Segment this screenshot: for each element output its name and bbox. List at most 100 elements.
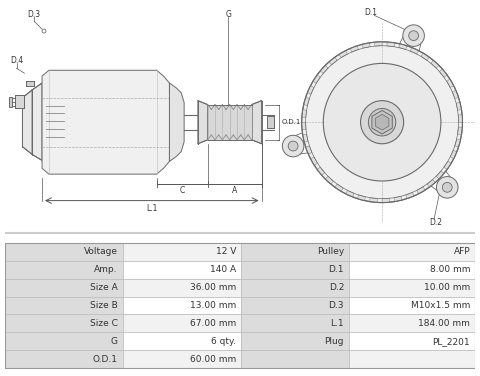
Polygon shape — [252, 101, 262, 144]
Bar — [241, 332, 349, 350]
Polygon shape — [339, 51, 348, 58]
Polygon shape — [306, 146, 312, 154]
Text: D.1: D.1 — [364, 8, 377, 17]
Polygon shape — [42, 70, 176, 174]
Bar — [349, 279, 475, 297]
Polygon shape — [307, 86, 314, 94]
Bar — [5, 279, 123, 297]
Bar — [9, 97, 12, 106]
Bar — [26, 81, 34, 86]
Text: M10x1.5 mm: M10x1.5 mm — [411, 301, 470, 310]
Bar — [349, 243, 475, 261]
Polygon shape — [436, 171, 444, 179]
Text: C: C — [180, 186, 185, 195]
Circle shape — [368, 109, 396, 136]
Bar — [267, 116, 274, 128]
Bar — [123, 332, 241, 350]
Text: D.1: D.1 — [329, 265, 344, 274]
Polygon shape — [311, 157, 318, 165]
Polygon shape — [302, 122, 306, 130]
Bar — [349, 314, 475, 332]
Bar — [5, 350, 123, 368]
Polygon shape — [320, 65, 328, 73]
Polygon shape — [313, 75, 320, 83]
Bar — [123, 314, 241, 332]
Polygon shape — [370, 198, 377, 202]
Text: Size C: Size C — [90, 319, 118, 328]
Bar — [349, 297, 475, 314]
Polygon shape — [458, 115, 462, 122]
Polygon shape — [374, 42, 382, 46]
Text: D.3: D.3 — [329, 301, 344, 310]
Polygon shape — [198, 101, 208, 144]
Circle shape — [282, 135, 304, 157]
Polygon shape — [357, 195, 365, 201]
Circle shape — [324, 64, 441, 181]
Text: O.D.1: O.D.1 — [281, 119, 300, 125]
Text: Size A: Size A — [90, 283, 118, 292]
Text: G: G — [225, 10, 231, 19]
Circle shape — [360, 101, 404, 144]
Bar — [241, 314, 349, 332]
Polygon shape — [382, 198, 390, 203]
Bar — [5, 332, 123, 350]
Bar — [123, 350, 241, 368]
Bar — [241, 243, 349, 261]
Polygon shape — [362, 43, 370, 48]
Text: 60.00 mm: 60.00 mm — [190, 355, 236, 364]
Bar — [123, 279, 241, 297]
Text: Pulley: Pulley — [317, 247, 344, 256]
Text: D.2: D.2 — [329, 283, 344, 292]
Text: Amp.: Amp. — [95, 265, 118, 274]
Polygon shape — [304, 97, 310, 106]
Text: O.D.1: O.D.1 — [93, 355, 118, 364]
Polygon shape — [450, 150, 457, 159]
Text: 12 V: 12 V — [216, 247, 236, 256]
Polygon shape — [317, 167, 325, 175]
Bar — [5, 243, 123, 261]
Bar — [349, 350, 475, 368]
Polygon shape — [410, 47, 419, 54]
Polygon shape — [447, 79, 454, 88]
Polygon shape — [32, 83, 42, 161]
Polygon shape — [439, 69, 447, 77]
Text: 6 qty.: 6 qty. — [211, 337, 236, 346]
Polygon shape — [350, 46, 359, 52]
Text: 13.00 mm: 13.00 mm — [190, 301, 236, 310]
Bar — [349, 332, 475, 350]
Polygon shape — [431, 60, 439, 68]
Polygon shape — [23, 90, 32, 155]
Bar — [123, 261, 241, 279]
Polygon shape — [455, 139, 460, 147]
Circle shape — [443, 182, 452, 192]
Text: AFP: AFP — [454, 247, 470, 256]
Polygon shape — [457, 127, 462, 135]
Polygon shape — [303, 134, 308, 142]
Circle shape — [436, 177, 458, 198]
Text: D.3: D.3 — [28, 10, 41, 19]
Polygon shape — [417, 187, 425, 194]
Bar — [5, 297, 123, 314]
Polygon shape — [346, 190, 354, 197]
Bar — [208, 105, 252, 140]
Text: D.4: D.4 — [10, 56, 23, 65]
Text: PL_2201: PL_2201 — [432, 337, 470, 346]
Text: 67.00 mm: 67.00 mm — [190, 319, 236, 328]
Text: A: A — [231, 186, 237, 195]
Polygon shape — [387, 42, 395, 47]
Polygon shape — [456, 102, 461, 110]
Text: Voltage: Voltage — [84, 247, 118, 256]
Text: Size B: Size B — [90, 301, 118, 310]
Text: L.1: L.1 — [146, 204, 157, 213]
Bar — [349, 261, 475, 279]
Circle shape — [288, 141, 298, 151]
Polygon shape — [421, 53, 429, 61]
Polygon shape — [14, 95, 24, 108]
Polygon shape — [394, 196, 402, 202]
Polygon shape — [452, 90, 458, 99]
Polygon shape — [372, 111, 392, 134]
Bar — [123, 297, 241, 314]
Text: G: G — [111, 337, 118, 346]
Polygon shape — [169, 83, 184, 161]
Bar — [241, 279, 349, 297]
